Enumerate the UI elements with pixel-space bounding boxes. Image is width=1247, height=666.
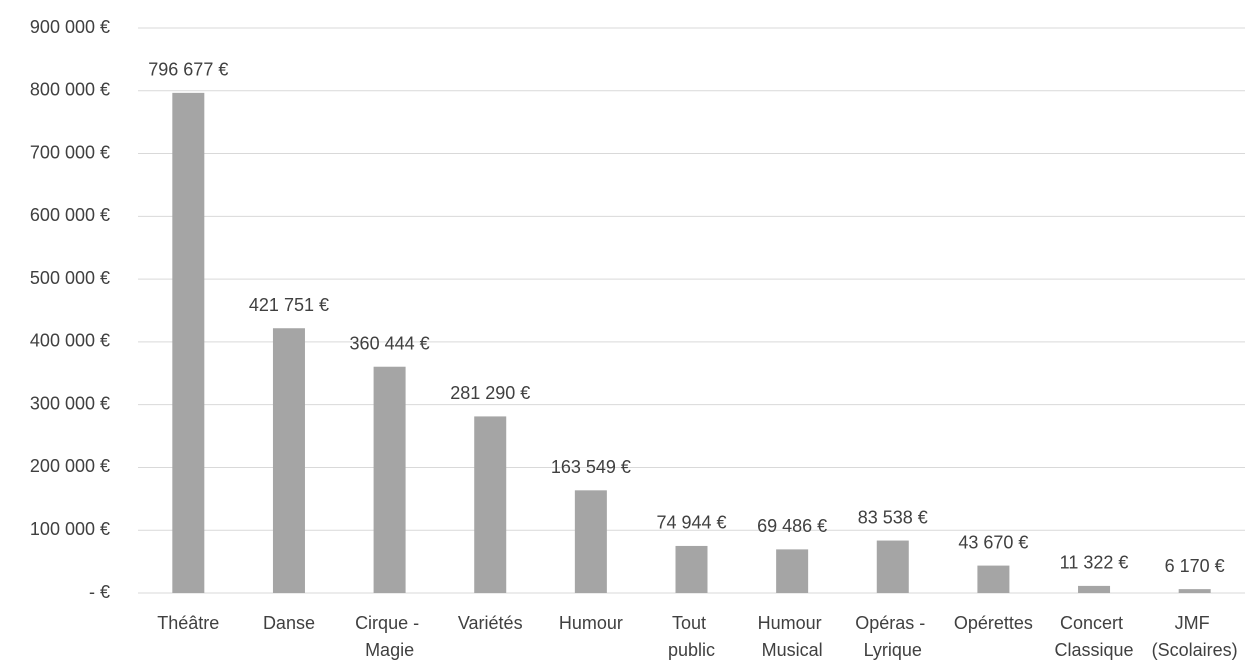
bar xyxy=(1078,585,1111,593)
bar xyxy=(977,565,1010,593)
x-tick-label: Humour Musical xyxy=(758,613,827,660)
data-label: 360 444 € xyxy=(350,333,430,353)
y-tick-label: 800 000 € xyxy=(30,80,110,100)
x-tick-label: JMF (Scolaires) xyxy=(1152,613,1238,660)
data-label: 281 290 € xyxy=(450,383,530,403)
data-label: 421 751 € xyxy=(249,295,329,315)
bar xyxy=(172,92,205,593)
data-label: 83 538 € xyxy=(858,507,928,527)
x-tick-label: Cirque - Magie xyxy=(355,613,424,660)
x-tick-label: Danse xyxy=(263,613,315,633)
data-label: 6 170 € xyxy=(1165,556,1225,576)
bar xyxy=(272,328,305,593)
x-tick-label: Théâtre xyxy=(157,613,219,633)
data-label: 74 944 € xyxy=(656,513,726,533)
bar xyxy=(675,545,708,593)
data-label: 11 322 € xyxy=(1060,553,1129,573)
x-tick-label: Variétés xyxy=(458,613,523,633)
bar xyxy=(474,416,507,593)
bar xyxy=(1178,589,1211,593)
y-tick-label: 700 000 € xyxy=(30,142,110,162)
y-tick-label: - € xyxy=(89,582,110,602)
y-tick-label: 100 000 € xyxy=(30,519,110,539)
x-tick-label: Opérettes xyxy=(954,613,1033,633)
y-tick-label: 200 000 € xyxy=(30,456,110,476)
bar xyxy=(776,549,809,593)
x-tick-label: Humour xyxy=(559,613,623,633)
bar xyxy=(373,366,406,593)
x-tick-label: Concert Classique xyxy=(1055,613,1134,660)
y-tick-label: 300 000 € xyxy=(30,393,110,413)
data-label: 163 549 € xyxy=(551,457,631,477)
y-tick-label: 900 000 € xyxy=(30,17,110,37)
y-tick-label: 400 000 € xyxy=(30,331,110,351)
y-tick-label: 500 000 € xyxy=(30,268,110,288)
y-tick-label: 600 000 € xyxy=(30,205,110,225)
bar xyxy=(876,540,909,593)
x-tick-label: Opéras - Lyrique xyxy=(855,613,930,660)
x-tick-label: Tout public xyxy=(668,613,715,660)
bar xyxy=(574,490,607,593)
data-label: 796 677 € xyxy=(148,60,228,80)
data-label: 69 486 € xyxy=(757,516,827,536)
data-label: 43 670 € xyxy=(958,532,1028,552)
